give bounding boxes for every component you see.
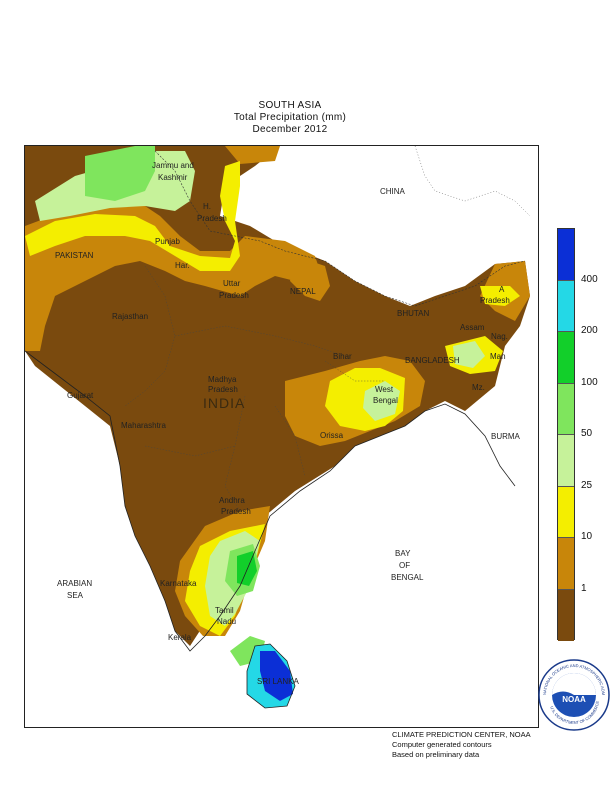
label-kerala: Kerala: [168, 633, 192, 642]
label-sri-lanka: SRI LANKA: [257, 677, 299, 686]
credits-line: CLIMATE PREDICTION CENTER, NOAA: [392, 730, 531, 739]
label-arabian: ARABIAN: [57, 579, 92, 588]
label-west: West: [375, 385, 394, 394]
label-madhya: Madhya: [208, 375, 237, 384]
credits-line: Computer generated contours: [392, 740, 492, 749]
label-bangladesh: BANGLADESH: [405, 356, 460, 365]
label-gujarat: Gujarat: [67, 391, 94, 400]
label-andhra: Andhra: [219, 496, 245, 505]
label-arunachal-p: Pradesh: [480, 296, 510, 305]
land-moderate-precip-region: [25, 161, 240, 271]
legend-band-400: [558, 229, 574, 281]
label-har: Har.: [175, 261, 190, 270]
legend-tick: 25: [581, 479, 593, 491]
label-maharashtra: Maharashtra: [121, 421, 166, 430]
label-bihar: Bihar: [333, 352, 352, 361]
label-of: OF: [399, 561, 410, 570]
map-period-title: December 2012: [252, 124, 328, 135]
legend-band-25: [558, 435, 574, 487]
label-pradesh-u: Pradesh: [219, 291, 249, 300]
land-dry-region: [25, 146, 530, 646]
label-sea: SEA: [67, 591, 84, 600]
country-border: [154, 150, 526, 307]
precipitation-map: PAKISTAN CHINA INDIA NEPAL BHUTAN BANGLA…: [24, 145, 539, 728]
sri-lanka-coast: [246, 643, 296, 709]
land-very-wet-region: [85, 146, 155, 201]
label-pradesh-a: Pradesh: [221, 507, 251, 516]
label-burma: BURMA: [491, 432, 521, 441]
credits: CLIMATE PREDICTION CENTER, NOAA Computer…: [392, 730, 531, 760]
label-mizoram: Mz.: [472, 383, 485, 392]
legend-tick-labels: 400 200 100 50 25 10 1: [581, 228, 611, 640]
label-pradesh-h: Pradesh: [197, 214, 227, 223]
legend-band-1: [558, 538, 574, 590]
legend-band-10: [558, 486, 574, 538]
land-light-precip-region: [25, 206, 325, 351]
legend-band-100: [558, 332, 574, 384]
land-moderate-precip-region: [480, 286, 520, 306]
label-nadu: Nadu: [217, 617, 236, 626]
noaa-logo-text: NOAA: [562, 695, 586, 704]
sri-lanka-extreme-precip: [260, 651, 293, 701]
label-nepal: NEPAL: [290, 287, 316, 296]
label-bay: BAY: [395, 549, 411, 558]
state-border: [124, 265, 385, 512]
label-uttar: Uttar: [223, 279, 241, 288]
label-tamil: Tamil: [215, 606, 234, 615]
color-scale-legend: [557, 228, 575, 641]
label-assam: Assam: [460, 323, 485, 332]
label-bengal: BENGAL: [391, 573, 424, 582]
label-rajasthan: Rajasthan: [112, 312, 148, 321]
legend-tick: 100: [581, 376, 598, 388]
legend-tick: 50: [581, 428, 593, 439]
legend-tick: 400: [581, 273, 598, 285]
map-titles: SOUTH ASIA Total Precipitation (mm) Dece…: [150, 100, 430, 136]
legend-band-200: [558, 280, 574, 332]
legend-tick: 200: [581, 325, 598, 336]
label-karnataka: Karnataka: [160, 579, 197, 588]
label-h: H.: [203, 202, 211, 211]
label-arunachal-a: A: [499, 285, 505, 294]
label-manipur: Man: [490, 352, 506, 361]
coastline: [25, 350, 516, 652]
label-bengal-state: Bengal: [373, 396, 398, 405]
label-bhutan: BHUTAN: [397, 309, 430, 318]
legend-band-50: [558, 383, 574, 435]
label-jammu: Jammu and: [152, 161, 194, 170]
map-canvas: PAKISTAN CHINA INDIA NEPAL BHUTAN BANGLA…: [25, 146, 531, 709]
label-china: CHINA: [380, 187, 406, 196]
label-pakistan: PAKISTAN: [55, 251, 94, 260]
land-light-precip-region: [25, 146, 280, 164]
legend-tick: 10: [581, 531, 593, 542]
legend-tick: 1: [581, 582, 587, 594]
land-wet-region: [453, 341, 485, 368]
label-india: INDIA: [203, 395, 245, 411]
label-orissa: Orissa: [320, 431, 344, 440]
label-nagaland: Nag.: [491, 332, 508, 341]
map-variable-title: Total Precipitation (mm): [233, 112, 347, 123]
noaa-logo: NOAA NATIONAL OCEANIC AND ATMOSPHERIC AD…: [535, 654, 611, 732]
map-region-title: SOUTH ASIA: [258, 100, 322, 111]
land-light-precip-region: [290, 256, 330, 301]
label-punjab: Punjab: [155, 237, 180, 246]
noaa-logo-graphic: NOAA NATIONAL OCEANIC AND ATMOSPHERIC AD…: [535, 654, 610, 731]
china-border: [414, 146, 531, 217]
credits-line: Based on preliminary data: [392, 750, 480, 759]
legend-band-below-1: [558, 589, 574, 641]
land-wet-region: [363, 381, 400, 421]
label-pradesh-m: Pradesh: [208, 385, 238, 394]
land-heavy-precip-region: [237, 551, 257, 586]
label-kashmir: Kashmir: [158, 173, 188, 182]
